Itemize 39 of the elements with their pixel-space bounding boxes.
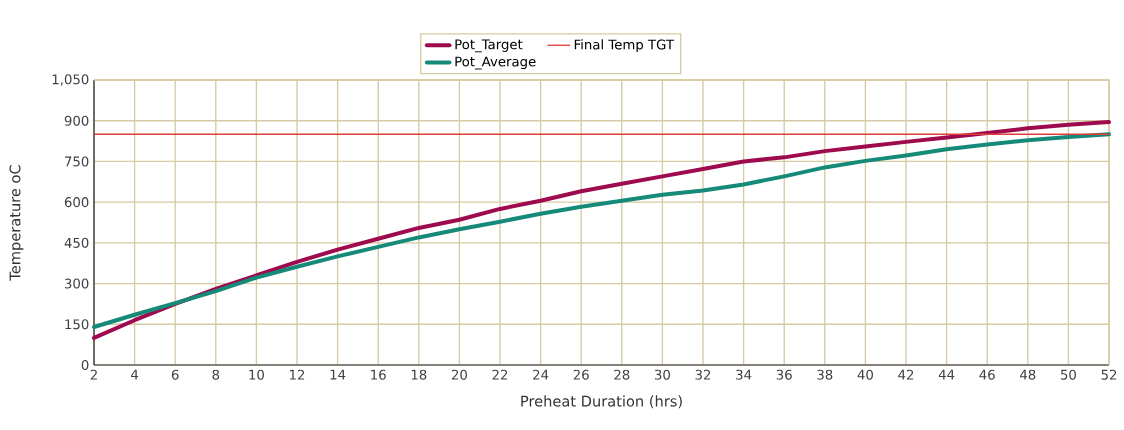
- y-tick-label: 300: [64, 278, 89, 289]
- x-tick-label: 46: [979, 369, 995, 380]
- y-tick-label: 150: [65, 319, 89, 330]
- x-tick-label: 40: [857, 369, 873, 380]
- x-tick-label: 34: [736, 369, 752, 380]
- x-axis-title: Preheat Duration (hrs): [521, 395, 682, 409]
- x-tick-label: 38: [817, 369, 833, 380]
- y-tick-label: 0: [81, 359, 89, 371]
- y-tick-label: 750: [65, 156, 89, 167]
- x-tick-label: 16: [371, 369, 386, 380]
- x-tick-label: 50: [1060, 369, 1076, 380]
- x-tick-label: 8: [212, 369, 220, 380]
- x-tick-label: 22: [492, 369, 508, 380]
- x-tick-label: 28: [614, 369, 630, 380]
- y-tick-label: 900: [64, 115, 89, 126]
- x-tick-label: 24: [533, 369, 549, 380]
- x-tick-label: 32: [695, 369, 711, 380]
- y-tick-label: 450: [64, 237, 89, 248]
- legend-label: Pot_Target: [455, 39, 523, 53]
- x-tick-label: 12: [290, 369, 305, 380]
- x-tick-label: 4: [131, 369, 139, 380]
- x-tick-label: 42: [898, 369, 914, 380]
- x-tick-label: 10: [249, 369, 264, 380]
- y-tick-label: 600: [64, 197, 89, 208]
- y-tick-label: 1,050: [52, 74, 89, 86]
- legend-label: Final Temp TGT: [574, 39, 675, 53]
- x-tick-label: 6: [171, 369, 179, 380]
- legend-label: Pot_Average: [455, 56, 536, 70]
- x-tick-label: 44: [938, 369, 955, 380]
- x-tick-label: 26: [573, 369, 589, 380]
- x-tick-label: 14: [330, 369, 346, 380]
- x-tick-label: 52: [1101, 369, 1117, 380]
- x-tick-label: 20: [451, 369, 467, 380]
- x-tick-label: 18: [411, 369, 427, 380]
- x-tick-label: 2: [90, 369, 97, 380]
- x-tick-label: 36: [776, 369, 792, 380]
- x-tick-label: 48: [1020, 369, 1036, 380]
- x-tick-label: 30: [654, 369, 670, 380]
- y-axis-title: Temperature oC: [9, 165, 24, 281]
